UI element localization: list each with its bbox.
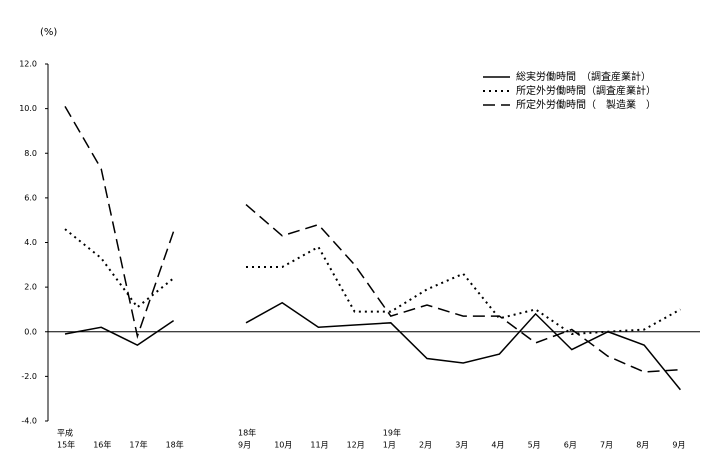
x-tick-label: 18年 bbox=[166, 440, 184, 450]
legend bbox=[478, 66, 688, 114]
series-line bbox=[64, 301, 681, 391]
y-tick-label: 12.0 bbox=[19, 60, 37, 69]
unit-label: (%) bbox=[40, 27, 57, 38]
y-tick-label: -4.0 bbox=[21, 417, 37, 426]
x-tick-label: 7月 bbox=[600, 441, 613, 450]
series-line bbox=[64, 106, 681, 373]
x-tick-label: 10月 bbox=[274, 441, 292, 450]
x-tick-label: 1月 bbox=[383, 441, 396, 450]
x-tick-label: 9月 bbox=[238, 441, 251, 450]
legend-label: 所定外労働時間（ 製造業 ） bbox=[516, 98, 656, 111]
y-tick-label: 0.0 bbox=[24, 327, 37, 336]
x-tick-prefix: 平成 bbox=[57, 428, 73, 438]
x-tick-prefix: 18年 bbox=[238, 428, 256, 438]
y-tick-label: 6.0 bbox=[24, 193, 37, 202]
x-tick-label: 17年 bbox=[129, 440, 147, 450]
x-tick-label: 3月 bbox=[455, 441, 468, 450]
x-tick-label: 2月 bbox=[419, 441, 432, 450]
y-tick-label: 4.0 bbox=[24, 238, 37, 247]
legend-label: 所定外労働時間（調査産業計） bbox=[516, 84, 656, 97]
x-tick-label: 4月 bbox=[491, 441, 504, 450]
x-tick-label: 12月 bbox=[347, 441, 365, 450]
x-tick-prefix: 19年 bbox=[383, 428, 401, 438]
x-tick-label: 8月 bbox=[636, 441, 649, 450]
x-tick-label: 5月 bbox=[528, 441, 541, 450]
x-tick-label: 16年 bbox=[93, 440, 111, 450]
y-tick-label: -2.0 bbox=[21, 372, 37, 381]
x-tick-label: 15年 bbox=[57, 440, 75, 450]
x-tick-label: 11月 bbox=[310, 441, 328, 450]
y-tick-label: 2.0 bbox=[24, 283, 37, 292]
legend-label: 総実労働時間 （調査産業計） bbox=[516, 70, 651, 83]
x-tick-label: 9月 bbox=[672, 441, 685, 450]
x-tick-label: 6月 bbox=[564, 441, 577, 450]
series-line bbox=[64, 228, 681, 336]
y-tick-label: 10.0 bbox=[19, 104, 37, 113]
y-tick-label: 8.0 bbox=[24, 149, 37, 158]
